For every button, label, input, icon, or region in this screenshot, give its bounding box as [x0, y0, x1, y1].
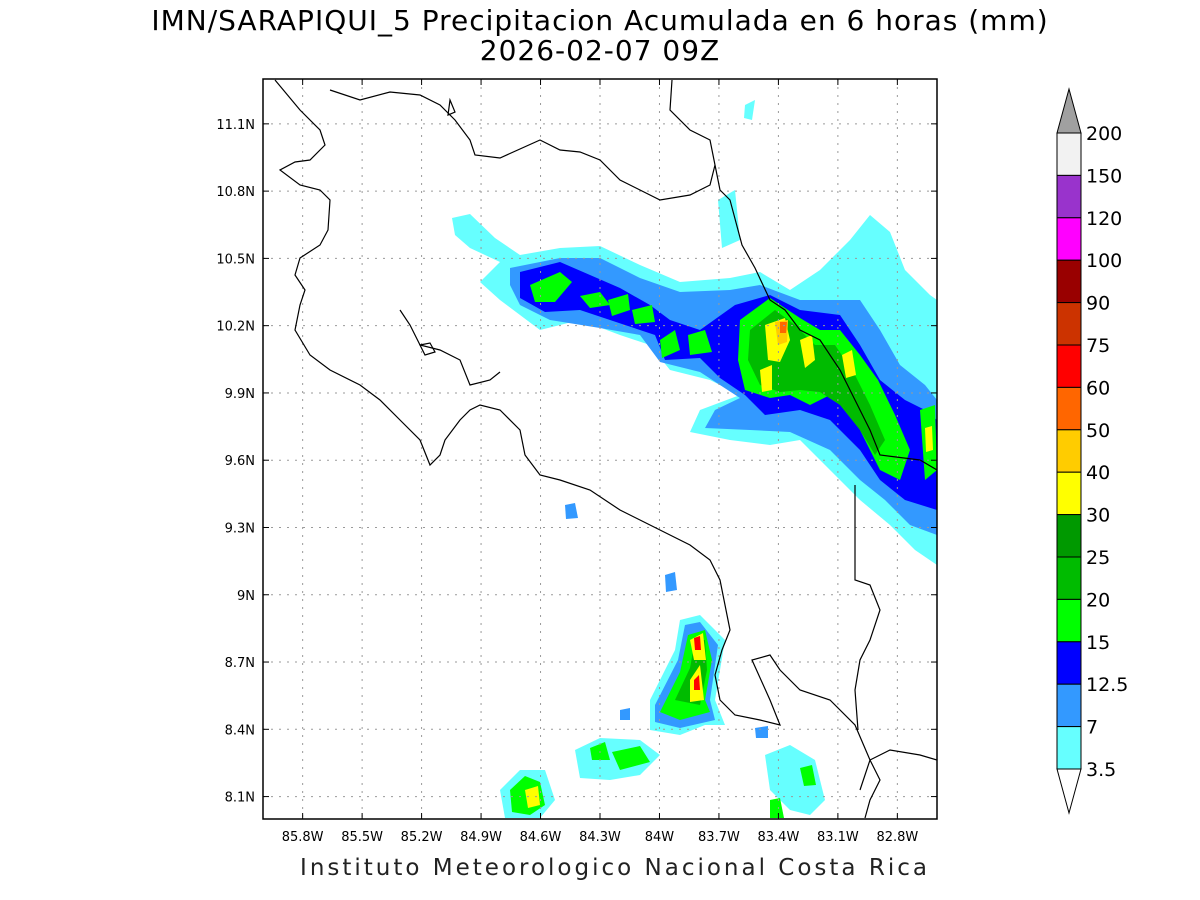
- lat-tick-label: 10.8N: [216, 185, 255, 200]
- colorbar-label: 60: [1086, 377, 1110, 399]
- lon-tick-label: 83.1W: [817, 830, 859, 845]
- colorbar-label: 20: [1086, 589, 1110, 611]
- colorbar-label: 30: [1086, 505, 1110, 527]
- colorbar-label: 50: [1086, 420, 1110, 442]
- lon-tick-label: 83.4W: [758, 830, 800, 845]
- colorbar-segment: [1056, 726, 1082, 770]
- lat-tick-label: 9.9N: [225, 387, 255, 402]
- lon-tick-label: 85.5W: [341, 830, 383, 845]
- colorbar-segment: [1056, 641, 1082, 685]
- lon-tick-label: 84.9W: [460, 830, 502, 845]
- latitude-labels: 11.1N 10.8N 10.5N 10.2N 9.9N 9.6N 9.3N 9N 8.7N 8.…: [216, 118, 937, 806]
- colorbar-segment: [1056, 514, 1082, 558]
- colorbar-label: 12.5: [1086, 674, 1128, 696]
- lat-tick-label: 11.1N: [216, 118, 255, 133]
- colorbar-label: 15: [1086, 632, 1110, 654]
- colorbar-label: 7: [1086, 717, 1098, 739]
- lon-tick-label: 82.8W: [876, 830, 918, 845]
- colorbar-segment: [1056, 683, 1082, 728]
- colorbar-top-arrow: [1056, 87, 1082, 134]
- lon-tick-label: 84.3W: [579, 830, 621, 845]
- lat-tick-label: 9N: [237, 589, 255, 604]
- lat-tick-label: 9.6N: [225, 454, 255, 469]
- lon-tick-label: 85.8W: [282, 830, 324, 845]
- colorbar-label: 150: [1086, 165, 1122, 187]
- colorbar-label: 75: [1086, 335, 1110, 357]
- colorbar-segment: [1056, 217, 1082, 261]
- lat-tick-label: 10.2N: [216, 320, 255, 335]
- colorbar-segment: [1056, 598, 1082, 643]
- colorbar-segment: [1056, 259, 1082, 304]
- lon-tick-label: 85.2W: [401, 830, 443, 845]
- colorbar-label: 200: [1086, 123, 1122, 145]
- colorbar-segment: [1056, 386, 1082, 431]
- lat-tick-label: 10.5N: [216, 252, 255, 267]
- lon-tick-label: 84.6W: [520, 830, 562, 845]
- map-datetime: 2026-02-07 09Z: [479, 34, 721, 67]
- colorbar-label: 40: [1086, 462, 1110, 484]
- colorbar-segment: [1056, 429, 1082, 473]
- colorbar-label: 120: [1086, 208, 1122, 230]
- colorbar-segment: [1056, 132, 1082, 176]
- lon-tick-label: 84W: [645, 830, 675, 845]
- colorbar-segment: [1056, 344, 1082, 388]
- lat-tick-label: 9.3N: [225, 521, 255, 536]
- colorbar-segment: [1056, 556, 1082, 600]
- coastline-layer: [274, 79, 937, 819]
- colorbar-label: 100: [1086, 250, 1122, 272]
- colorbar-bottom-arrow: [1056, 768, 1082, 815]
- map-title: IMN/SARAPIQUI_5 Precipitacion Acumulada …: [151, 4, 1049, 37]
- colorbar-label: 25: [1086, 547, 1110, 569]
- graticule: [263, 79, 937, 819]
- footer-credit: Instituto Meteorologico Nacional Costa R…: [300, 855, 930, 881]
- colorbar-segment: [1056, 174, 1082, 219]
- lat-tick-label: 8.4N: [225, 723, 255, 738]
- precipitation-layer: [452, 100, 937, 818]
- lat-tick-label: 8.1N: [225, 791, 255, 806]
- longitude-labels: 85.8W 85.5W 85.2W 84.9W 84.6W 84.3W 84W 83.7W 83…: [282, 79, 918, 845]
- lat-tick-label: 8.7N: [225, 656, 255, 671]
- colorbar-segment: [1056, 302, 1082, 346]
- colorbar-label: 3.5: [1086, 759, 1116, 781]
- colorbar: 200 150 120 100 90 75 60 50 40 30 25 20 15 12.5 7 3.5: [1056, 87, 1128, 815]
- colorbar-segment: [1056, 471, 1082, 516]
- lon-tick-label: 83.7W: [698, 830, 740, 845]
- colorbar-label: 90: [1086, 293, 1110, 315]
